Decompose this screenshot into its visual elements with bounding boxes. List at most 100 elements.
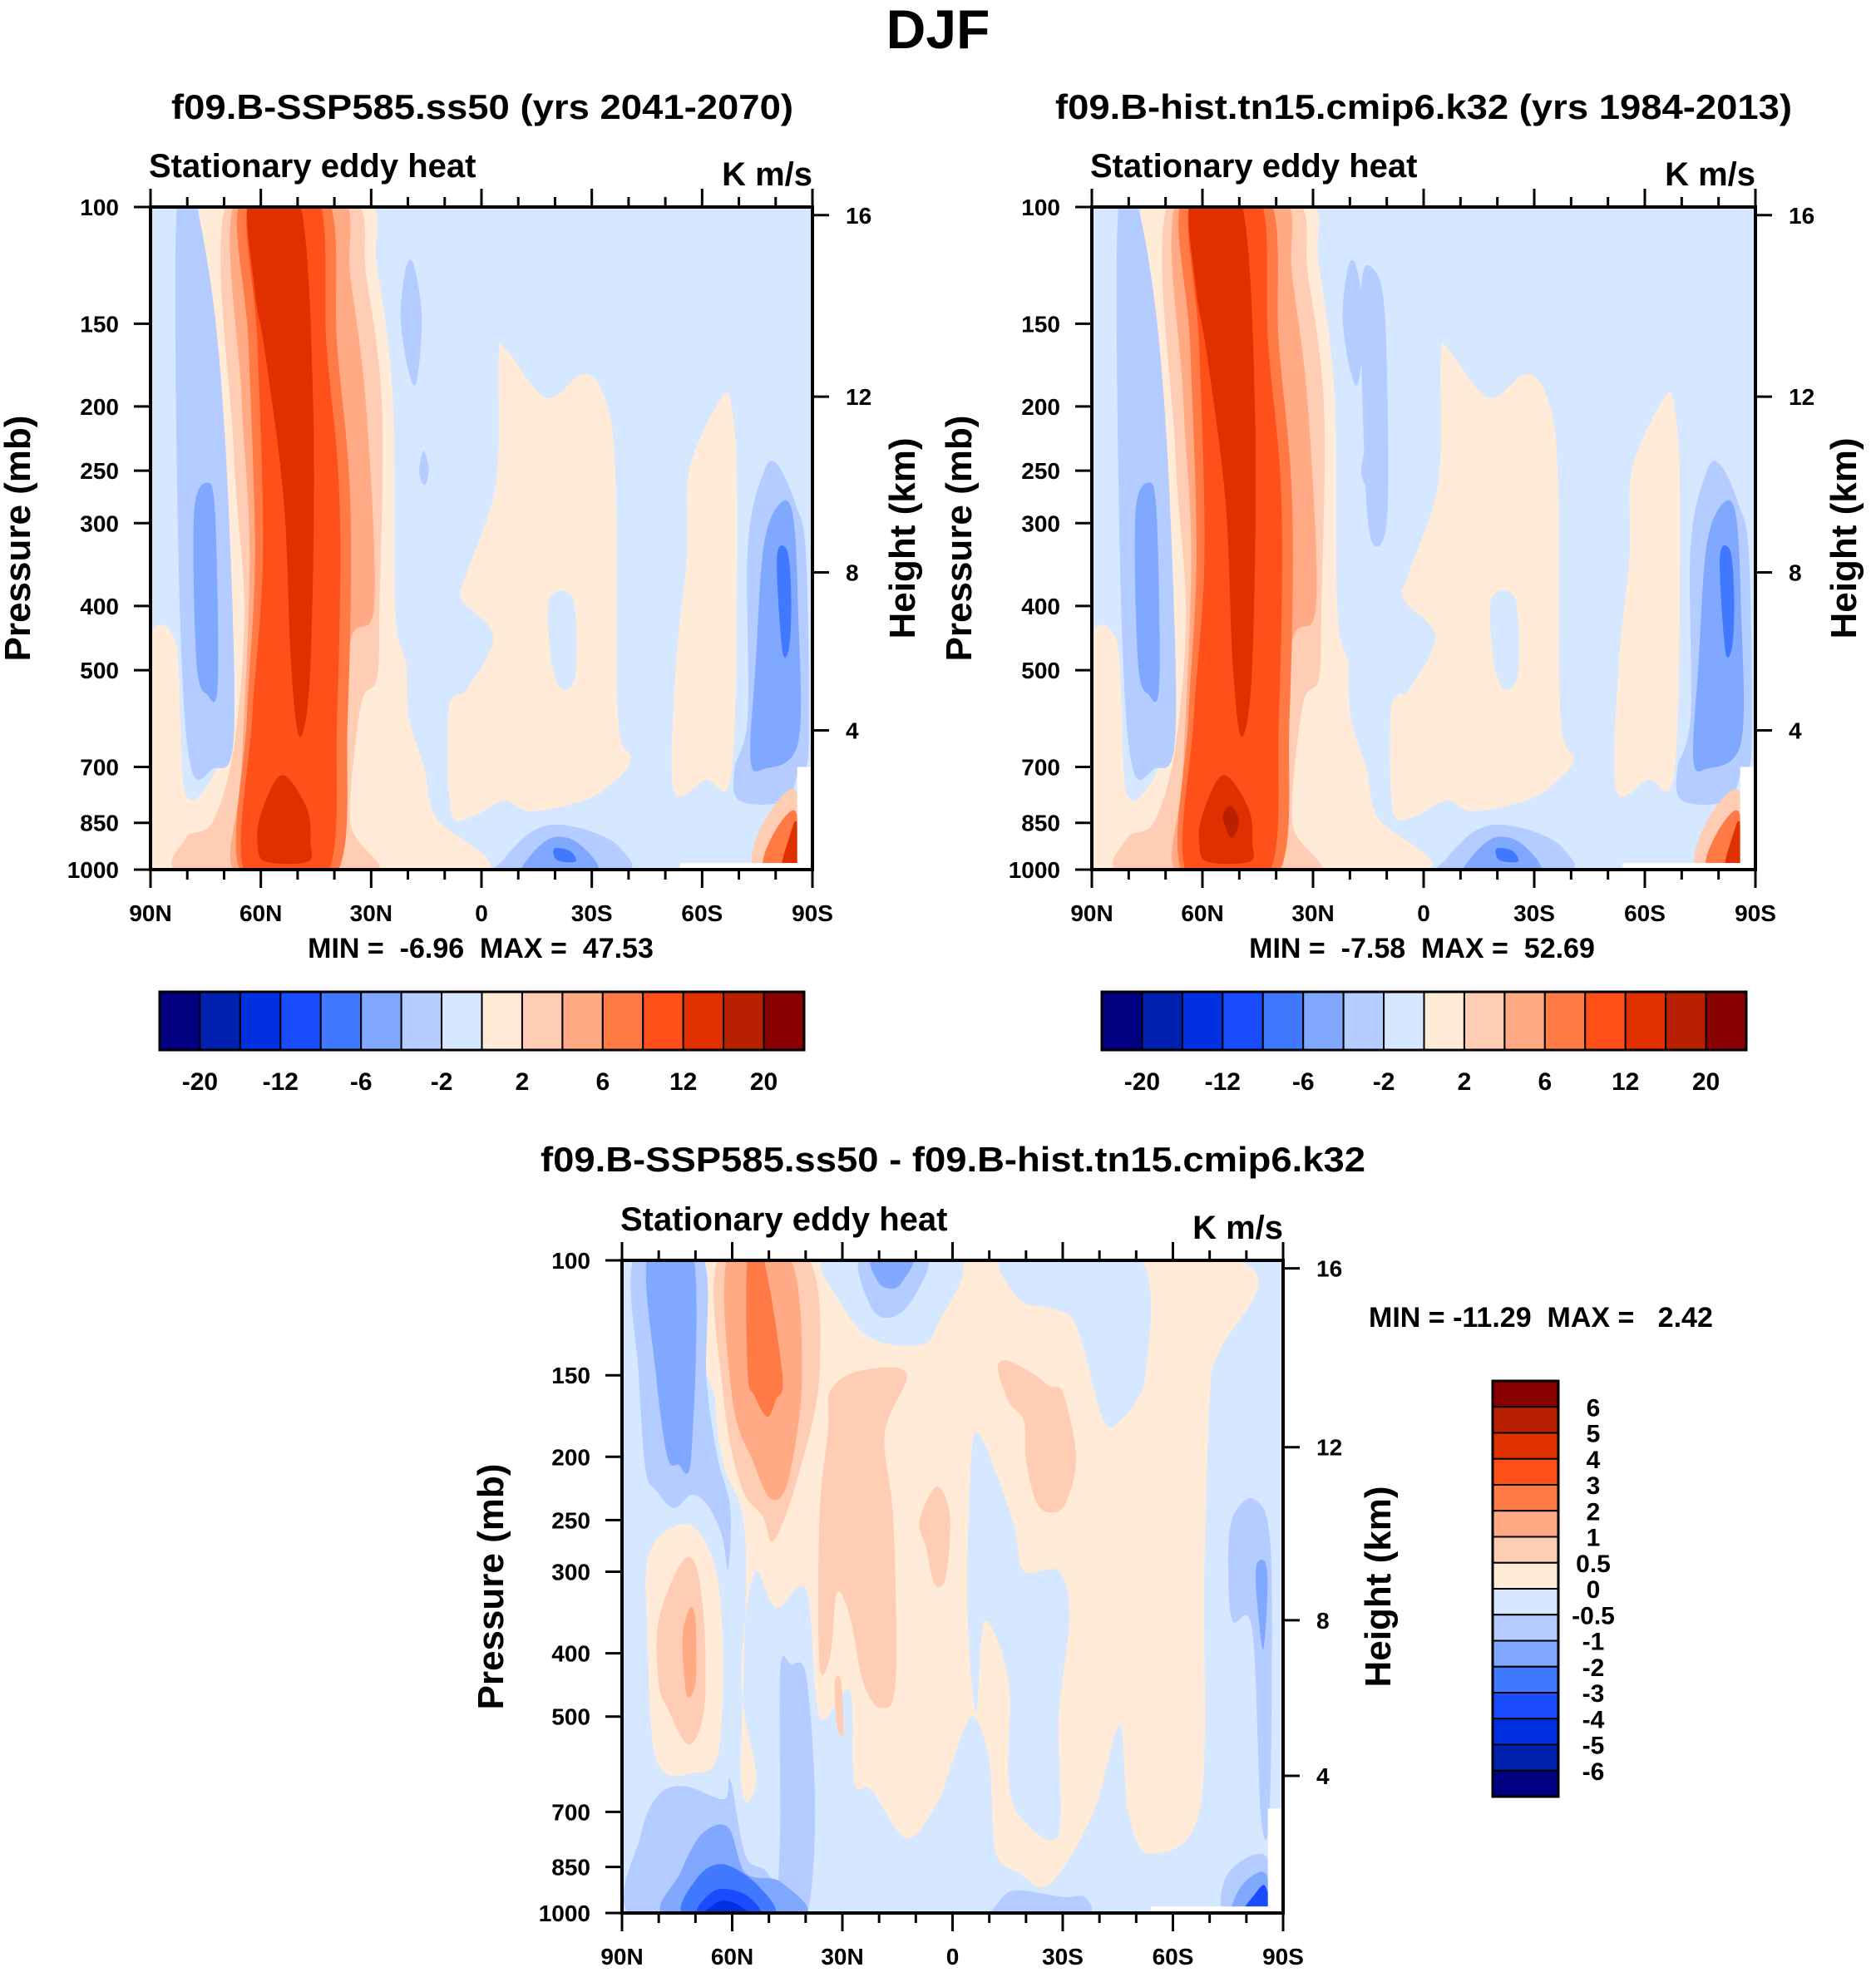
height-tick-label: 4 [1316,1763,1330,1789]
colorbar-box [1463,991,1506,1051]
x-tick-label: 0 [475,900,488,926]
contour-region [1342,259,1365,386]
contour-region [967,1432,1070,1841]
panel-subtitle: Stationary eddy heat [620,1201,947,1238]
contour-region [400,259,422,386]
x-tick-label: 60N [1181,900,1223,926]
colorbar-label: 6 [595,1068,610,1096]
contour-region [1495,847,1519,863]
contour-region [419,451,429,486]
contour-field [622,1260,1283,1913]
colorbar-box [1492,1457,1559,1486]
missing-data-region [1740,767,1755,870]
contour-region [671,392,738,797]
height-tick-label: 16 [846,203,871,229]
contour-region [777,545,792,658]
colorbar-label: 2 [1458,1068,1472,1096]
colorbar-box [1705,991,1747,1051]
contour-region [834,1675,844,1738]
colorbar-box [1261,991,1305,1051]
colorbar-label: -0.5 [1572,1602,1615,1629]
height-tick-label: 8 [1316,1608,1330,1634]
contour-region [645,1260,697,1474]
y-tick-label: 250 [551,1507,590,1533]
colorbar-label: 6 [1587,1394,1601,1422]
contour-region [682,1606,697,1698]
panels: 90N 60N 30N 0 30S 60S 90S100150200250300400500… [0,87,1864,1970]
height-tick-label: 16 [1316,1256,1342,1282]
colorbar-box [1492,1588,1559,1616]
contour-region [817,1367,907,1708]
contour-region [746,1260,783,1417]
colorbar-box [1624,991,1667,1051]
colorbar-label: -6 [1582,1758,1605,1786]
y-tick-label: 700 [551,1799,590,1825]
contour-region [1360,264,1389,547]
colorbar-box [1141,991,1183,1051]
colorbar-box [521,991,564,1051]
colorbar-label: 2 [1587,1498,1601,1526]
x-tick-label: 0 [946,1944,960,1970]
contour-region [782,821,799,870]
missing-data-region [1267,1808,1283,1913]
height-tick-label: 12 [846,384,871,410]
colorbar-label: -20 [182,1068,218,1096]
y-tick-label: 300 [80,510,119,536]
x-tick-label: 60N [239,900,282,926]
contour-region [1188,207,1256,737]
colorbar-box [1503,991,1546,1051]
colorbar-label: 12 [669,1068,697,1096]
colorbar-box [1181,991,1224,1051]
colorbar-box [1584,991,1627,1051]
y-tick-label: 1000 [1009,857,1060,883]
colorbar-box [199,991,241,1051]
colorbar-label: 4 [1587,1447,1601,1474]
y-tick-label: 200 [80,394,119,420]
colorbar-box [1492,1432,1559,1460]
colorbar-label: -3 [1582,1680,1605,1708]
contour-region [247,207,314,737]
height-tick-label: 16 [1789,203,1814,229]
colorbar-box [159,991,201,1051]
contour-region [1222,806,1239,838]
min-max-stats: MIN = -11.29 MAX = 2.42 [1369,1302,1713,1334]
colorbar-box [1665,991,1707,1051]
y-tick-label: 150 [1021,311,1060,337]
colorbar-label: -5 [1582,1733,1605,1760]
contour-region [919,1486,950,1588]
colorbar-label: -1 [1582,1629,1605,1656]
contour-region [1242,1885,1271,1913]
contour-region [547,590,577,690]
y-tick-label: 700 [80,755,119,781]
panel-title: f09.B-hist.tn15.cmip6.k32 (yrs 1984-2013… [1055,87,1792,126]
colorbar-label: 12 [1612,1068,1639,1096]
y-tick-label: 1000 [539,1901,590,1926]
contour-region [553,847,576,863]
panel-3: 90N 60N 30N 0 30S 60S 90S100150200250300400500… [471,1140,1713,1970]
colorbar-frame [1100,990,1748,1052]
colorbar-label: -6 [350,1068,373,1096]
colorbar-label: 1 [1587,1525,1601,1552]
colorbar-box [1492,1718,1559,1746]
contour-region [1489,590,1519,690]
contour-field [1092,207,1755,870]
y-tick-label: 850 [1021,811,1060,836]
x-tick-label: 0 [1417,900,1430,926]
colorbar-box [319,991,363,1051]
missing-data-region [679,863,812,870]
y-tick-label: 400 [80,594,119,619]
y-tick-label: 200 [551,1444,590,1470]
colorbar-box [642,991,684,1051]
colorbar-frame [158,990,806,1052]
colorbar-label: 6 [1538,1068,1552,1096]
colorbar-label: 3 [1587,1472,1601,1500]
colorbar-box [441,991,483,1051]
colorbar-box [1423,991,1465,1051]
contour-region [1614,392,1681,797]
panel-subtitle: Stationary eddy heat [149,148,476,185]
colorbar-box [1342,991,1385,1051]
colorbar-box [601,991,644,1051]
y-tick-label: 300 [1021,510,1060,536]
colorbar-label: -6 [1292,1068,1315,1096]
